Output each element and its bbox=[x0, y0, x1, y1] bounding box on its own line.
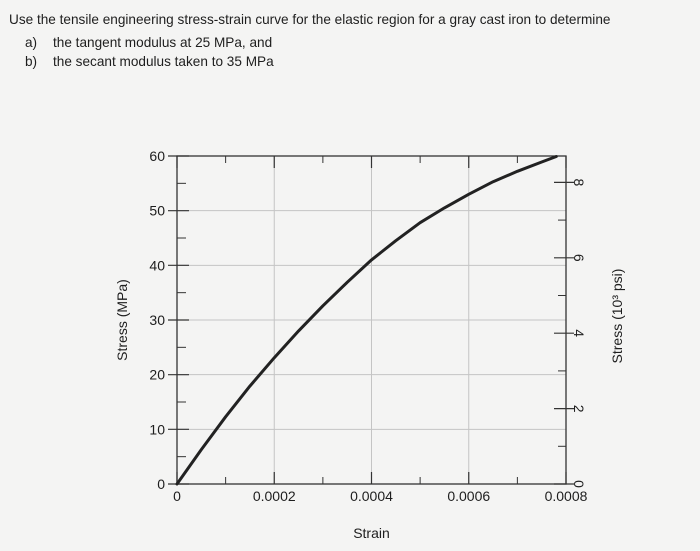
question-text: Use the tensile engineering stress-strai… bbox=[9, 10, 693, 71]
x-axis-title: Strain bbox=[353, 525, 390, 541]
y-tick-label: 30 bbox=[149, 312, 165, 328]
y-right-tick-label: 4 bbox=[571, 329, 587, 337]
part-a-tag: a) bbox=[25, 35, 38, 50]
y-tick-label: 10 bbox=[149, 421, 165, 437]
part-b-tag: b) bbox=[25, 54, 38, 69]
y-right-tick-label: 6 bbox=[571, 254, 587, 262]
question-part-b: b) the secant modulus taken to 35 MPa bbox=[9, 52, 693, 71]
stress-strain-curve bbox=[175, 155, 558, 486]
y-right-tick-label: 2 bbox=[571, 405, 587, 413]
y-axis-title: Stress (MPa) bbox=[114, 279, 130, 361]
x-tick-label: 0.0002 bbox=[253, 488, 296, 504]
y-tick-label: 20 bbox=[149, 367, 165, 383]
y-tick-label: 50 bbox=[149, 203, 165, 219]
x-tick-label: 0.0004 bbox=[350, 488, 393, 504]
y-right-axis-title: Stress (10³ psi) bbox=[609, 269, 625, 364]
y-right-tick-label: 0 bbox=[571, 480, 587, 488]
x-tick-label: 0.0006 bbox=[447, 488, 490, 504]
y-tick-label: 60 bbox=[149, 148, 165, 164]
y-right-tick-label: 8 bbox=[571, 178, 587, 186]
question-part-a: a) the tangent modulus at 25 MPa, and bbox=[9, 33, 693, 52]
part-a-text: the tangent modulus at 25 MPa, and bbox=[53, 35, 273, 50]
x-tick-label: 0 bbox=[173, 488, 181, 504]
x-tick-label: 0.0008 bbox=[545, 488, 588, 504]
y-tick-label: 0 bbox=[157, 476, 165, 492]
y-tick-label: 40 bbox=[149, 257, 165, 273]
part-b-text: the secant modulus taken to 35 MPa bbox=[53, 54, 274, 69]
question-prompt: Use the tensile engineering stress-strai… bbox=[9, 12, 611, 27]
